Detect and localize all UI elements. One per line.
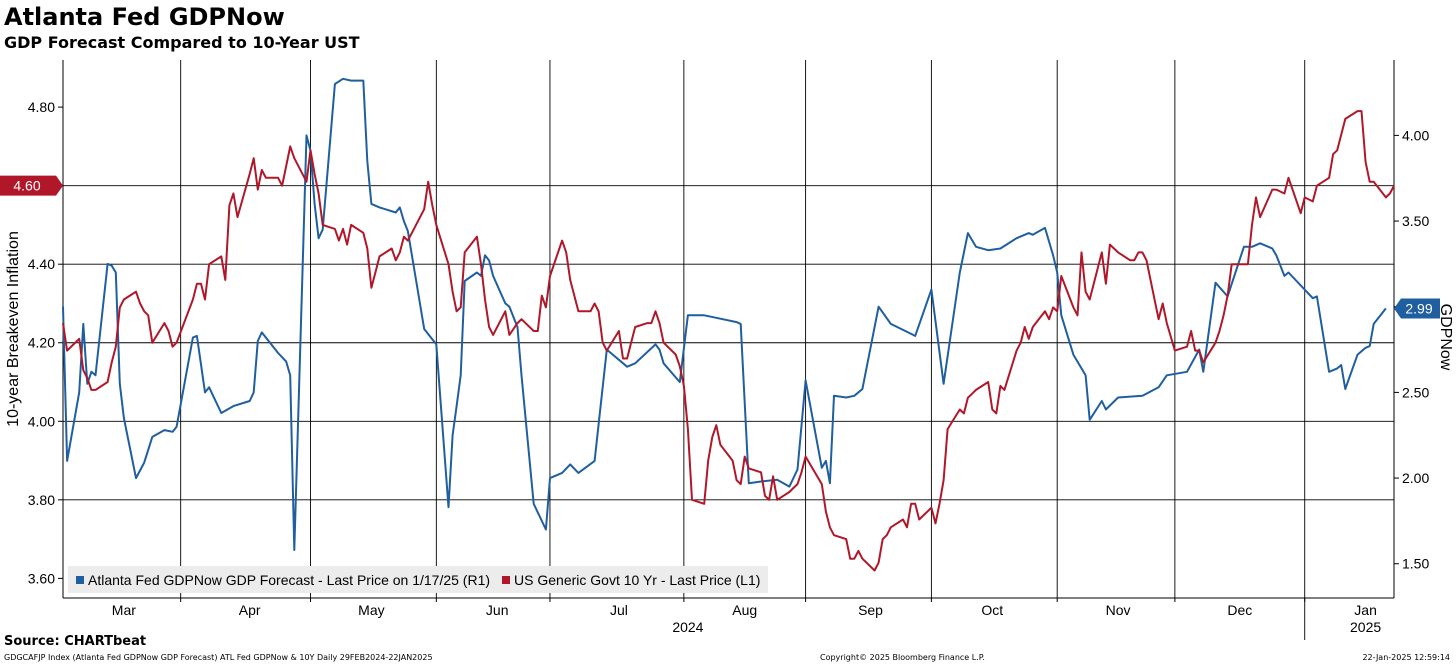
x-month-label: Apr — [239, 602, 261, 618]
gdpnow-series-line — [62, 77, 1387, 551]
x-month-label: Oct — [981, 602, 1003, 618]
legend-item-gdpnow: Atlanta Fed GDPNow GDP Forecast - Last P… — [76, 572, 490, 588]
legend-swatch-gdpnow — [76, 575, 84, 584]
treasury-series-line — [62, 110, 1395, 572]
left-tick-label: 3.60 — [28, 570, 55, 586]
chart-legend: Atlanta Fed GDPNow GDP Forecast - Last P… — [68, 566, 769, 593]
x-month-label: Mar — [112, 602, 136, 618]
legend-swatch-treasury — [502, 575, 511, 584]
x-month-label: Jan — [1354, 602, 1377, 618]
x-month-label: Jun — [486, 602, 509, 618]
left-tick-label: 4.40 — [28, 256, 55, 272]
x-year-label: 2024 — [672, 619, 703, 635]
treasury-last-value-marker — [0, 175, 63, 196]
left-tick-label: 4.20 — [28, 335, 55, 351]
chart-subtitle: GDP Forecast Compared to 10-Year UST — [4, 33, 360, 52]
x-month-label: Dec — [1227, 602, 1252, 618]
right-tick-label: 4.00 — [1402, 127, 1429, 143]
footer-copyright: Copyright© 2025 Bloomberg Finance L.P. — [820, 653, 985, 662]
gdpnow-last-value-marker — [1394, 298, 1440, 319]
footer-timestamp: 22-Jan-2025 12:59:14 — [1362, 653, 1450, 662]
left-tick-label: 3.80 — [28, 492, 55, 508]
source-note: Source: CHARTbeat — [4, 634, 147, 649]
legend-item-treasury: US Generic Govt 10 Yr - Last Price (L1) — [502, 572, 760, 588]
legend-label-treasury: US Generic Govt 10 Yr - Last Price (L1) — [514, 571, 761, 588]
right-tick-label: 2.00 — [1402, 470, 1429, 486]
left-tick-label: 4.00 — [28, 413, 55, 429]
right-tick-label: 3.50 — [1402, 213, 1429, 229]
legend-label-gdpnow: Atlanta Fed GDPNow GDP Forecast - Last P… — [88, 571, 491, 588]
footer-index-info: GDGCAFJP Index (Atlanta Fed GDPNow GDP F… — [4, 653, 433, 662]
right-axis-title: GDPNow — [1437, 304, 1454, 371]
right-tick-label: 2.50 — [1402, 384, 1429, 400]
x-month-label: Aug — [732, 602, 757, 618]
treasury-last-value-label: 4.60 — [13, 178, 40, 194]
x-year-label: 2025 — [1350, 619, 1381, 635]
x-month-label: Sep — [858, 602, 883, 618]
x-month-label: Jul — [610, 602, 628, 618]
left-tick-label: 4.80 — [28, 99, 55, 115]
right-tick-label: 1.50 — [1402, 556, 1429, 572]
x-month-label: May — [358, 602, 384, 618]
gdpnow-last-value-label: 2.99 — [1405, 300, 1432, 316]
left-axis-title: 10-year Breakeven Inflation — [5, 231, 22, 427]
x-month-label: Nov — [1106, 602, 1131, 618]
chart-title: Atlanta Fed GDPNow — [4, 3, 285, 31]
